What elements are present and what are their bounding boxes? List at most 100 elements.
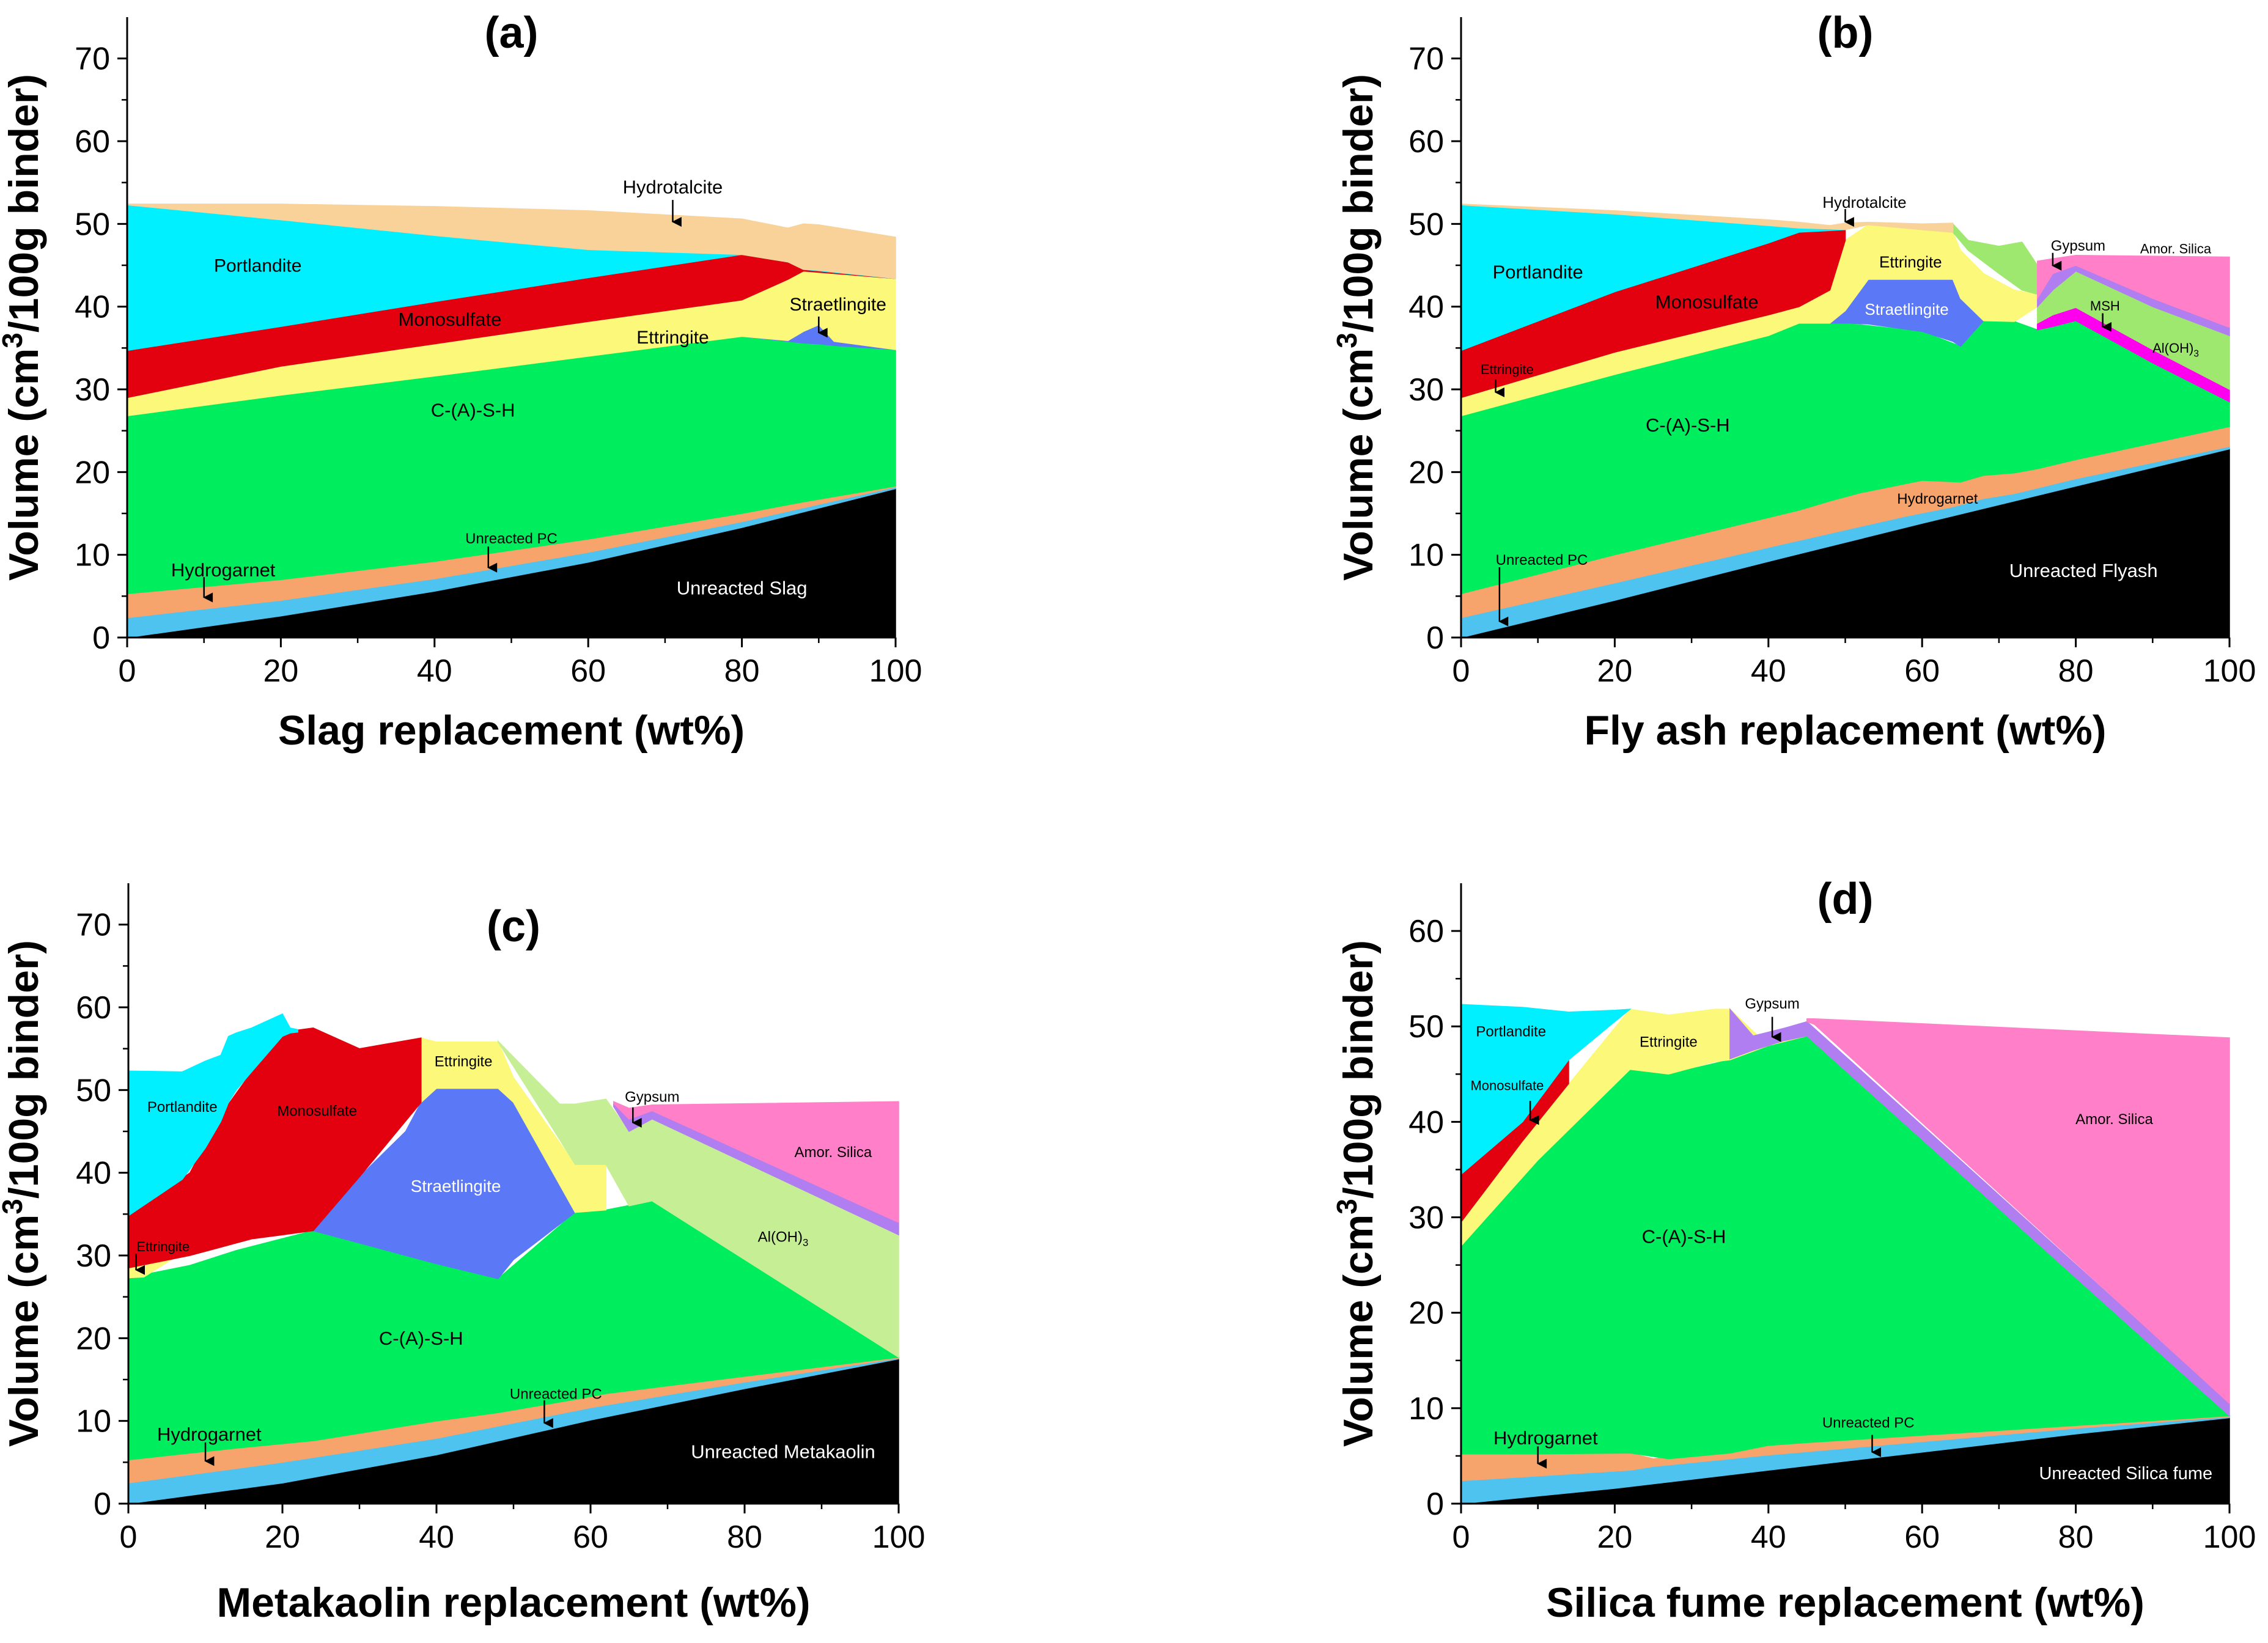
phase-label-hydrogarnet: Hydrogarnet: [1493, 1427, 1598, 1449]
x-tick-label: 0: [1452, 653, 1470, 689]
x-tick-label: 40: [1751, 1520, 1786, 1555]
panel-d: 0 10 20 30 40 50 60 0 20 40 60 80 100 Silica fume rep…: [1331, 875, 2256, 1626]
phase-label-ettringite: Ettringite: [136, 1239, 190, 1254]
panel-title: (a): [485, 9, 539, 57]
x-tick-label: 100: [2203, 1520, 2256, 1555]
phase-label-unreacted-metakaolin: Unreacted Metakaolin: [691, 1441, 875, 1463]
y-axis-title: Volume (cm3/100g binder): [1331, 74, 1382, 581]
phase-label-amor-silica: Amor. Silica: [795, 1144, 872, 1161]
y-tick-label: 60: [1408, 124, 1444, 160]
phase-label-hydrogarnet: Hydrogarnet: [1897, 491, 1978, 507]
phase-label-portlandite: Portlandite: [147, 1099, 218, 1116]
y-tick-label: 40: [1408, 1105, 1444, 1140]
y-tick-label: 30: [76, 1238, 111, 1274]
y-tick-label: 60: [76, 990, 111, 1026]
area-amor-silica: [1806, 1018, 2230, 1405]
phase-label-portlandite: Portlandite: [1493, 262, 1583, 283]
y-tick-label: 30: [75, 372, 110, 408]
y-tick-label: 40: [76, 1156, 111, 1191]
y-tick-label: 30: [1408, 1200, 1444, 1236]
phase-areas: [128, 1013, 900, 1504]
axes: 0 10 20 30 40 50 60 70 0 20 40 60 80 100: [76, 883, 925, 1555]
phase-label-c-a-s-h: C-(A)-S-H: [431, 400, 515, 421]
x-axis-title: Silica fume replacement (wt%): [1546, 1579, 2145, 1626]
phase-label-unreacted-flyash: Unreacted Flyash: [2009, 560, 2158, 581]
y-tick-label: 20: [76, 1321, 111, 1356]
y-tick-label: 10: [76, 1404, 111, 1439]
phase-label-al-oh: Al(OH)3: [2152, 340, 2199, 359]
x-axis-title: Fly ash replacement (wt%): [1584, 707, 2106, 754]
phase-label-hydrotalcite: Hydrotalcite: [623, 176, 723, 197]
y-tick-label: 60: [1408, 914, 1444, 949]
panel-title: (b): [1817, 9, 1874, 57]
y-tick-label: 20: [75, 455, 110, 490]
phase-label-monosulfate: Monosulfate: [277, 1103, 357, 1120]
y-tick-label: 0: [1426, 1487, 1444, 1522]
phase-label-unreacted-pc: Unreacted PC: [1822, 1415, 1915, 1432]
y-tick-label: 20: [1408, 455, 1444, 490]
panel-a: 0 10 20 30 40 50 60 70 0 20 40 60 80 100 Slag replacem…: [0, 9, 922, 754]
phase-label-portlandite: Portlandite: [214, 256, 301, 276]
phase-label-hydrogarnet: Hydrogarnet: [171, 559, 276, 581]
x-tick-label: 80: [727, 1520, 762, 1555]
x-tick-label: 0: [120, 1520, 138, 1555]
area-hydrotalcite: [1460, 204, 1954, 233]
y-tick-label: 10: [1408, 538, 1444, 573]
phase-label-straetlingite: Straetlingite: [1865, 300, 1948, 318]
area-monosulfate: [128, 1027, 422, 1269]
phase-areas: [127, 204, 896, 638]
x-tick-label: 80: [2058, 1520, 2094, 1555]
phase-label-ettringite: Ettringite: [1879, 253, 1942, 271]
annotation-arrows: [1529, 1016, 1881, 1469]
phase-label-unreacted-pc: Unreacted PC: [510, 1386, 602, 1402]
phase-label-gypsum: Gypsum: [2051, 238, 2105, 254]
y-tick-label: 70: [75, 42, 110, 77]
phase-label-c-a-s-h: C-(A)-S-H: [1646, 414, 1730, 436]
axes: 0 10 20 30 40 50 60 70 0 20 40 60 80 100: [1408, 17, 2256, 689]
y-axis-title: Volume (cm3/100g binder): [1331, 940, 1382, 1447]
x-tick-label: 20: [1597, 1520, 1632, 1555]
phase-areas: [1460, 204, 2230, 638]
y-tick-label: 0: [1426, 620, 1444, 656]
phase-label-gypsum: Gypsum: [1745, 996, 1799, 1012]
x-tick-label: 60: [570, 653, 606, 689]
phase-areas: [1460, 1004, 2231, 1504]
x-tick-label: 20: [1597, 653, 1632, 689]
phase-label-monosulfate: Monosulfate: [398, 309, 501, 330]
annotation-arrows: [1494, 208, 2112, 627]
panel-title: (c): [487, 902, 540, 951]
y-tick-label: 0: [92, 620, 110, 656]
x-tick-label: 40: [417, 653, 452, 689]
y-tick-label: 50: [75, 207, 110, 242]
phase-labels: Portlandite Monosulfate Ettringite C-(A)-S-…: [1470, 996, 2212, 1483]
y-tick-label: 50: [1408, 207, 1444, 242]
y-tick-label: 0: [94, 1487, 111, 1522]
y-tick-label: 50: [76, 1073, 111, 1108]
phase-label-straetlingite: Straetlingite: [411, 1177, 501, 1196]
y-tick-label: 70: [76, 908, 111, 943]
phase-labels: Portlandite Monosulfate Ettringite Straetli…: [171, 176, 886, 598]
area-c-a-s-h: [1460, 320, 2230, 595]
phase-label-unreacted-silica-fume: Unreacted Silica fume: [2039, 1464, 2212, 1483]
phase-label-monosulfate: Monosulfate: [1655, 291, 1759, 312]
phase-label-al-oh: Al(OH)3: [758, 1229, 809, 1248]
panel-c: 0 10 20 30 40 50 60 70 0 20 40 60 80 100 Metakaolin re…: [0, 883, 925, 1626]
area-amor-silica: [2037, 255, 2230, 328]
x-tick-label: 20: [265, 1520, 300, 1555]
x-axis-title: Metakaolin replacement (wt%): [216, 1579, 810, 1626]
panel-title: (d): [1817, 875, 1874, 924]
phase-label-unreacted-slag: Unreacted Slag: [677, 578, 808, 599]
x-tick-label: 100: [869, 653, 922, 689]
x-tick-label: 40: [1751, 653, 1786, 689]
y-tick-label: 30: [1408, 372, 1444, 408]
phase-label-c-a-s-h: C-(A)-S-H: [1642, 1226, 1726, 1248]
phase-labels: Portlandite Monosulfate Ettringite Straetli…: [136, 1053, 875, 1462]
phase-label-hydrogarnet: Hydrogarnet: [157, 1424, 262, 1445]
area-portlandite: [1460, 1004, 1632, 1175]
y-axis-title: Volume (cm3/100g binder): [0, 940, 47, 1447]
area-al-oh-3: [498, 1040, 899, 1358]
y-tick-label: 50: [1408, 1009, 1444, 1045]
x-tick-label: 100: [2203, 653, 2256, 689]
phase-labels: Portlandite Monosulfate Ettringite Straetli…: [1481, 193, 2212, 581]
